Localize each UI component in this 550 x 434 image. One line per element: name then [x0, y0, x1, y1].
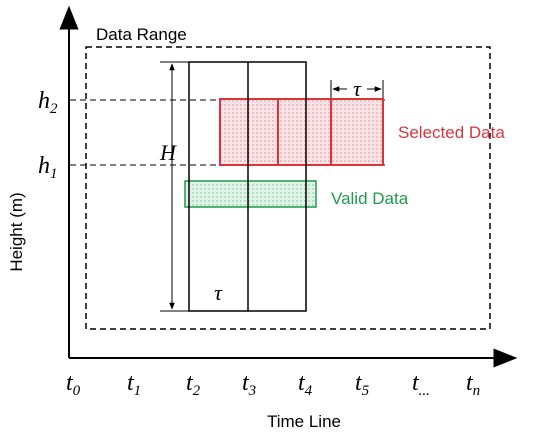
time-tick-label-base: t — [242, 370, 250, 396]
time-tick-label-base: t — [412, 370, 420, 396]
h-label: H — [159, 140, 177, 165]
time-tick-label: t1 — [127, 370, 141, 399]
y-axis-label: Height (m) — [7, 192, 26, 271]
height-label-base: h — [38, 153, 50, 179]
time-tick-label-base: t — [186, 370, 194, 396]
height-label-sub: 2 — [50, 101, 58, 117]
time-tick-label-sub: 4 — [305, 383, 313, 399]
time-tick-label-sub: 2 — [193, 383, 201, 399]
valid-data — [184, 180, 317, 208]
tau-bg — [347, 78, 367, 98]
time-tick-label-base: t — [127, 370, 135, 396]
height-label: h2 — [38, 88, 58, 117]
time-tick-label: t5 — [355, 370, 370, 399]
time-tick-label: t... — [412, 370, 430, 399]
selected-tau-label: τ — [353, 76, 362, 101]
time-tick-label: t4 — [298, 370, 313, 399]
x-axis-label: Time Line — [267, 412, 341, 431]
time-tick-label: tn — [466, 370, 480, 399]
data-range-label: Data Range — [96, 25, 187, 44]
data-range — [85, 46, 491, 330]
height-label-sub: 1 — [50, 166, 58, 182]
height-label-base: h — [38, 88, 50, 114]
time-tick-label-sub: n — [473, 383, 481, 399]
selected-data — [219, 98, 384, 166]
time-tick-label: t3 — [242, 370, 256, 399]
time-tick-label: t2 — [186, 370, 201, 399]
height-label: h1 — [38, 153, 58, 182]
time-tick-label-sub: 0 — [73, 383, 81, 399]
time-tick-label: t0 — [66, 370, 81, 399]
time-tick-label-base: t — [355, 370, 363, 396]
time-tick-label-base: t — [66, 370, 74, 396]
time-tick-label-base: t — [466, 370, 474, 396]
time-tick-label-sub: 5 — [362, 383, 370, 399]
time-tick-label-sub: 3 — [248, 383, 257, 399]
selected-label: Selected Data — [398, 123, 505, 142]
valid-label: Valid Data — [331, 189, 409, 208]
time-tick-label-sub: ... — [419, 383, 430, 399]
time-tick-label-sub: 1 — [134, 383, 142, 399]
time-tick-label-base: t — [298, 370, 306, 396]
tau-label: τ — [214, 280, 223, 305]
